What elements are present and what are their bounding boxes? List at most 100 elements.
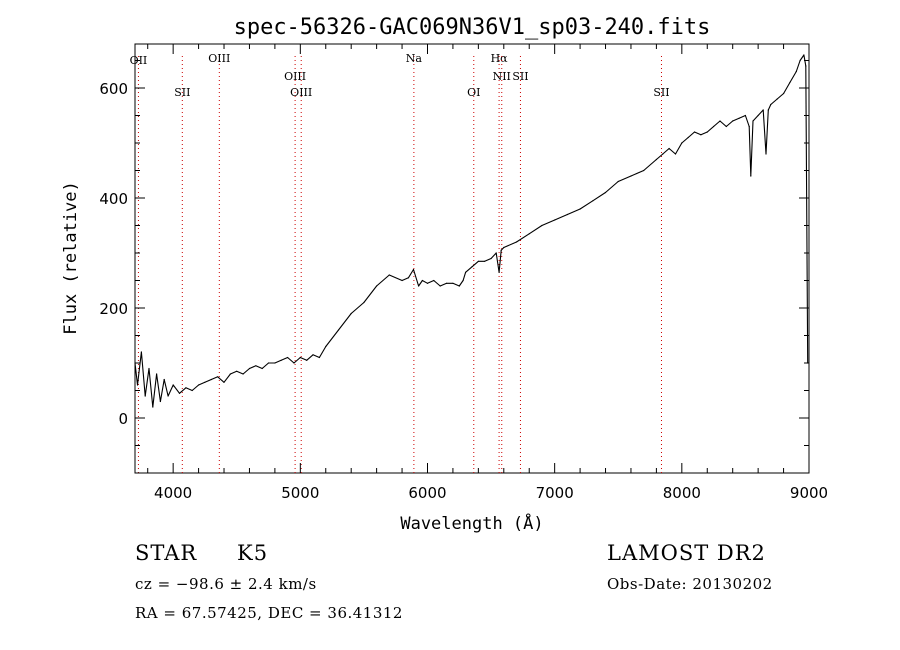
spectrum-line xyxy=(134,54,809,408)
spectrum-point xyxy=(484,260,486,262)
spectrum-point xyxy=(681,142,683,144)
plot-frame xyxy=(134,43,810,474)
spectrum-point xyxy=(503,246,505,249)
chart-title: spec-56326-GAC069N36V1_sp03-240.fits xyxy=(234,15,711,40)
spectrum-point xyxy=(267,362,270,364)
spectrum-point xyxy=(744,114,747,117)
spectrum-point xyxy=(376,285,378,287)
spectrum-point xyxy=(462,279,464,282)
y-tick-label: 200 xyxy=(99,300,128,318)
spectrum-point xyxy=(566,213,569,216)
spectrum-point xyxy=(738,117,740,119)
spectrum-point xyxy=(655,158,658,161)
spectrum-point xyxy=(592,200,594,202)
spectrum-point xyxy=(795,70,797,73)
spectrum-point xyxy=(217,376,219,378)
x-tick-label: 6000 xyxy=(408,484,446,502)
spectrum-point xyxy=(713,125,715,128)
spectrum-point xyxy=(776,98,778,100)
spectrum-point xyxy=(668,147,670,150)
spectrum-point xyxy=(439,285,441,287)
spectrum-point xyxy=(261,367,263,370)
line-marker-label: SII xyxy=(653,86,669,99)
spectrum-point xyxy=(204,381,206,383)
spectrum-point xyxy=(700,134,702,136)
spectrum-point xyxy=(500,249,502,251)
spectrum-point xyxy=(458,285,460,287)
spectrum-point xyxy=(750,175,752,177)
spectrum-point xyxy=(412,268,415,271)
spectral-subclass: K5 xyxy=(237,541,269,565)
spectrum-point xyxy=(144,395,146,397)
line-marker-label: SII xyxy=(174,86,190,99)
observation-date: Obs-Date: 20130202 xyxy=(607,575,773,593)
y-tick-label: 600 xyxy=(99,80,128,98)
spectrum-point xyxy=(156,373,158,375)
spectrum-point xyxy=(789,81,791,84)
y-axis-label: Flux (relative) xyxy=(61,181,81,335)
line-marker-label: Na xyxy=(406,52,423,65)
spectrum-point xyxy=(515,241,518,243)
spectrum-point xyxy=(337,329,340,331)
x-tick-label: 7000 xyxy=(536,484,574,502)
spectrum-point xyxy=(719,120,721,122)
line-marker-label: OI xyxy=(467,86,480,99)
spectrum-point xyxy=(495,252,497,254)
spectrum-point xyxy=(732,120,734,122)
line-marker-label: OIII xyxy=(208,52,230,65)
spectrum-point xyxy=(767,109,769,111)
spectrum-point xyxy=(805,65,807,67)
spectrum-point xyxy=(312,354,314,356)
spectrum-point xyxy=(498,271,500,273)
spectrum-point xyxy=(198,384,200,386)
spectrum-point xyxy=(477,260,479,262)
spectrum-line-group xyxy=(134,54,809,408)
spectrum-point xyxy=(223,381,225,383)
spectrum-point xyxy=(255,365,257,367)
spectrum-point xyxy=(172,384,174,386)
spectrum-point xyxy=(159,400,161,403)
spectrum-point xyxy=(757,114,759,117)
spectrum-point xyxy=(465,271,467,273)
survey-name: LAMOST DR2 xyxy=(607,541,766,565)
spectrum-point xyxy=(210,378,212,381)
spectrum-point xyxy=(299,356,301,359)
spectrum-point xyxy=(178,392,181,394)
spectrum-point xyxy=(554,219,556,221)
spectrum-point xyxy=(433,279,435,282)
redshift-velocity: cz = −98.6 ± 2.4 km/s xyxy=(135,575,317,593)
spectrum-point xyxy=(236,370,238,372)
spectrum-point xyxy=(140,351,142,353)
spectrum-point xyxy=(350,312,352,315)
spectrum-point xyxy=(421,279,423,282)
spectrum-point xyxy=(452,282,454,284)
spectrum-point xyxy=(167,395,169,397)
spectrum-point xyxy=(752,120,754,122)
x-tick-label: 5000 xyxy=(281,484,319,502)
spectrum-point xyxy=(541,224,543,227)
spectrum-point xyxy=(803,54,805,56)
spectrum-point xyxy=(248,367,251,370)
spectrum-point xyxy=(293,362,295,364)
spectrum-point xyxy=(765,153,767,155)
x-tick-label: 8000 xyxy=(663,484,701,502)
spectrum-point xyxy=(401,279,403,282)
object-class: STAR xyxy=(135,541,198,565)
spectrum-point xyxy=(799,59,801,62)
spectrum-point xyxy=(148,367,150,370)
spectrum-point xyxy=(762,109,764,111)
spectrum-point xyxy=(687,136,689,139)
spectrum-point xyxy=(579,208,581,210)
x-axis-label: Wavelength (Å) xyxy=(400,512,543,534)
spectrum-point xyxy=(617,180,619,183)
line-marker-label: OIII xyxy=(290,86,312,99)
spectrum-point xyxy=(280,359,282,361)
line-marker-label: SII xyxy=(512,70,528,83)
axes: 4000 5000 6000 7000 8000 9000 0 200 400 600 xyxy=(99,44,828,502)
spectrum-point xyxy=(163,378,165,381)
spectrum-point xyxy=(471,266,473,268)
spectrum-point xyxy=(490,257,492,260)
sky-coordinates: RA = 67.57425, DEC = 36.41312 xyxy=(135,604,403,622)
